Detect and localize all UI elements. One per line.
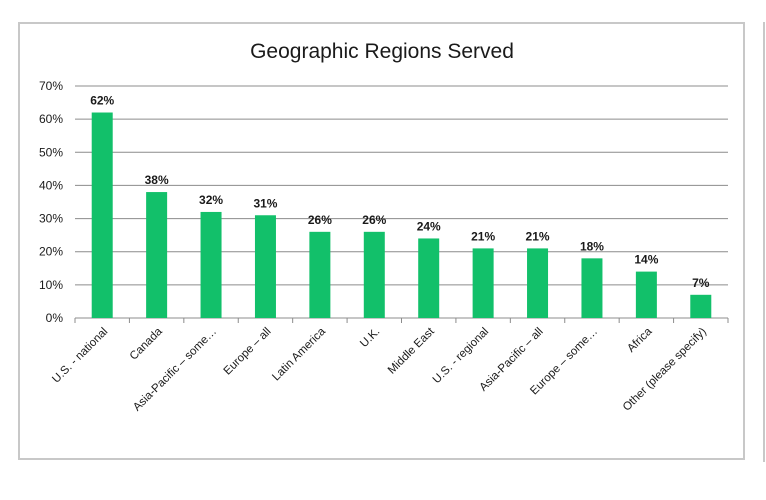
- bar: [635, 271, 657, 318]
- data-labels: 62% 38% 32% 31% 26% 26% 24% 21% 21% 18% 14% 7%: [90, 94, 710, 290]
- data-label: 38%: [145, 173, 169, 187]
- y-tick-label: 60%: [39, 112, 63, 126]
- x-tick-label: U.S. - regional: [431, 326, 491, 386]
- bar: [363, 231, 385, 318]
- bar: [527, 248, 549, 318]
- bar: [309, 231, 331, 318]
- data-label: 21%: [526, 229, 550, 243]
- x-tick-label: U.K.: [358, 326, 382, 350]
- x-tick-label: Europe – all: [222, 326, 274, 378]
- data-label: 7%: [692, 276, 710, 290]
- frame-edge: [763, 22, 765, 462]
- y-tick-label: 30%: [39, 212, 63, 226]
- y-tick-label: 20%: [39, 245, 63, 259]
- data-label: 26%: [362, 213, 386, 227]
- grid-lines: [74, 85, 729, 323]
- y-tick-label: 0%: [46, 311, 64, 325]
- bar: [91, 112, 113, 318]
- y-tick-label: 40%: [39, 178, 63, 192]
- y-tick-label: 10%: [39, 278, 63, 292]
- bar: [472, 248, 494, 318]
- y-tick-label: 50%: [39, 145, 63, 159]
- bar: [146, 192, 168, 318]
- data-label: 31%: [253, 196, 277, 210]
- x-tick-label: Middle East: [386, 325, 438, 377]
- data-label: 24%: [417, 219, 441, 233]
- bar: [690, 294, 712, 318]
- chart-title: Geographic Regions Served: [250, 40, 514, 63]
- x-tick-label: Africa: [625, 325, 655, 355]
- data-label: 32%: [199, 193, 223, 207]
- data-label: 26%: [308, 213, 332, 227]
- bar: [418, 238, 440, 318]
- bar: [200, 211, 222, 318]
- y-tick-label: 70%: [39, 79, 63, 93]
- x-tick-label: Latin America: [270, 325, 328, 383]
- x-tick-label: U.S. - national: [50, 326, 110, 386]
- bars: [91, 112, 712, 318]
- bar: [581, 258, 603, 318]
- bar: [254, 215, 276, 318]
- x-tick-label: Canada: [128, 325, 165, 362]
- data-label: 14%: [634, 253, 658, 267]
- data-label: 18%: [580, 239, 604, 253]
- data-label: 62%: [90, 94, 114, 108]
- data-label: 21%: [471, 229, 495, 243]
- y-axis-ticks: 0% 10% 20% 30% 40% 50% 60% 70%: [39, 79, 63, 325]
